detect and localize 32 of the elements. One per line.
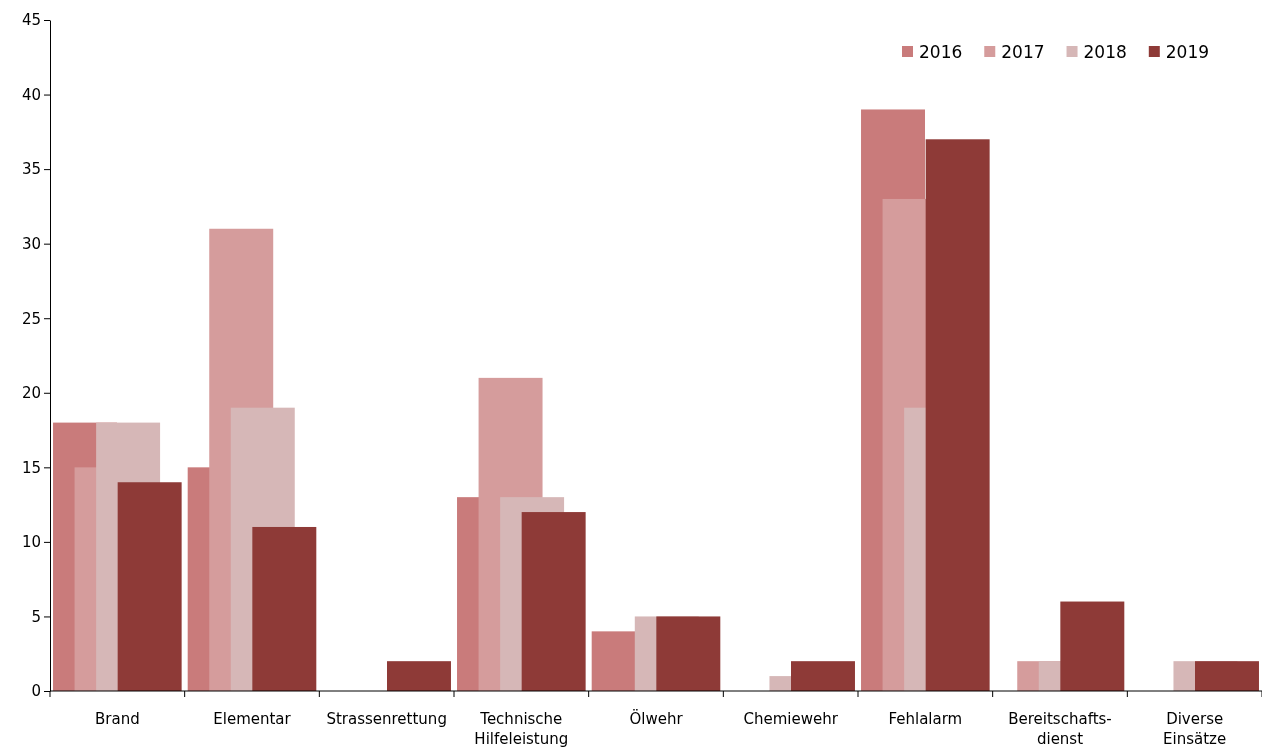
y-tick-label: 0 [31,682,41,701]
y-tick-label: 40 [21,85,41,104]
bar [791,661,855,691]
x-tick-label: Bereitschafts-dienst [1008,710,1112,748]
x-tick-label: Ölwehr [629,709,684,728]
x-tick-label: Elementar [213,710,292,728]
x-tick-label: Technische Hilfeleistung [474,710,569,748]
legend-label: 2017 [1001,42,1045,62]
x-tick-label: Fehlalarm [888,710,963,728]
y-tick-label: 25 [21,309,41,328]
x-tick-label: Chemiewehr [743,710,839,728]
bar [387,661,451,691]
bar [117,482,182,691]
y-tick-label: 20 [21,384,41,403]
bar [1060,601,1125,691]
x-tick-label: Diverse Einsätze [1163,710,1227,748]
legend-label: 2019 [1165,42,1210,62]
y-tick-label: 35 [21,160,41,179]
x-tick-label: Brand [94,710,140,728]
legend-label: 2018 [1083,42,1127,62]
legend-label: 2016 [919,42,963,62]
y-tick-label: 5 [31,607,41,626]
bar [252,526,317,691]
x-tick-label: Strassenrettung [326,710,447,728]
y-tick-label: 10 [21,533,41,552]
y-tick-label: 30 [21,234,41,253]
bar [521,512,586,691]
bar [1195,661,1259,691]
bar [925,139,990,691]
y-tick-label: 15 [21,458,41,477]
bar [656,616,721,691]
y-tick-label: 45 [21,11,41,30]
